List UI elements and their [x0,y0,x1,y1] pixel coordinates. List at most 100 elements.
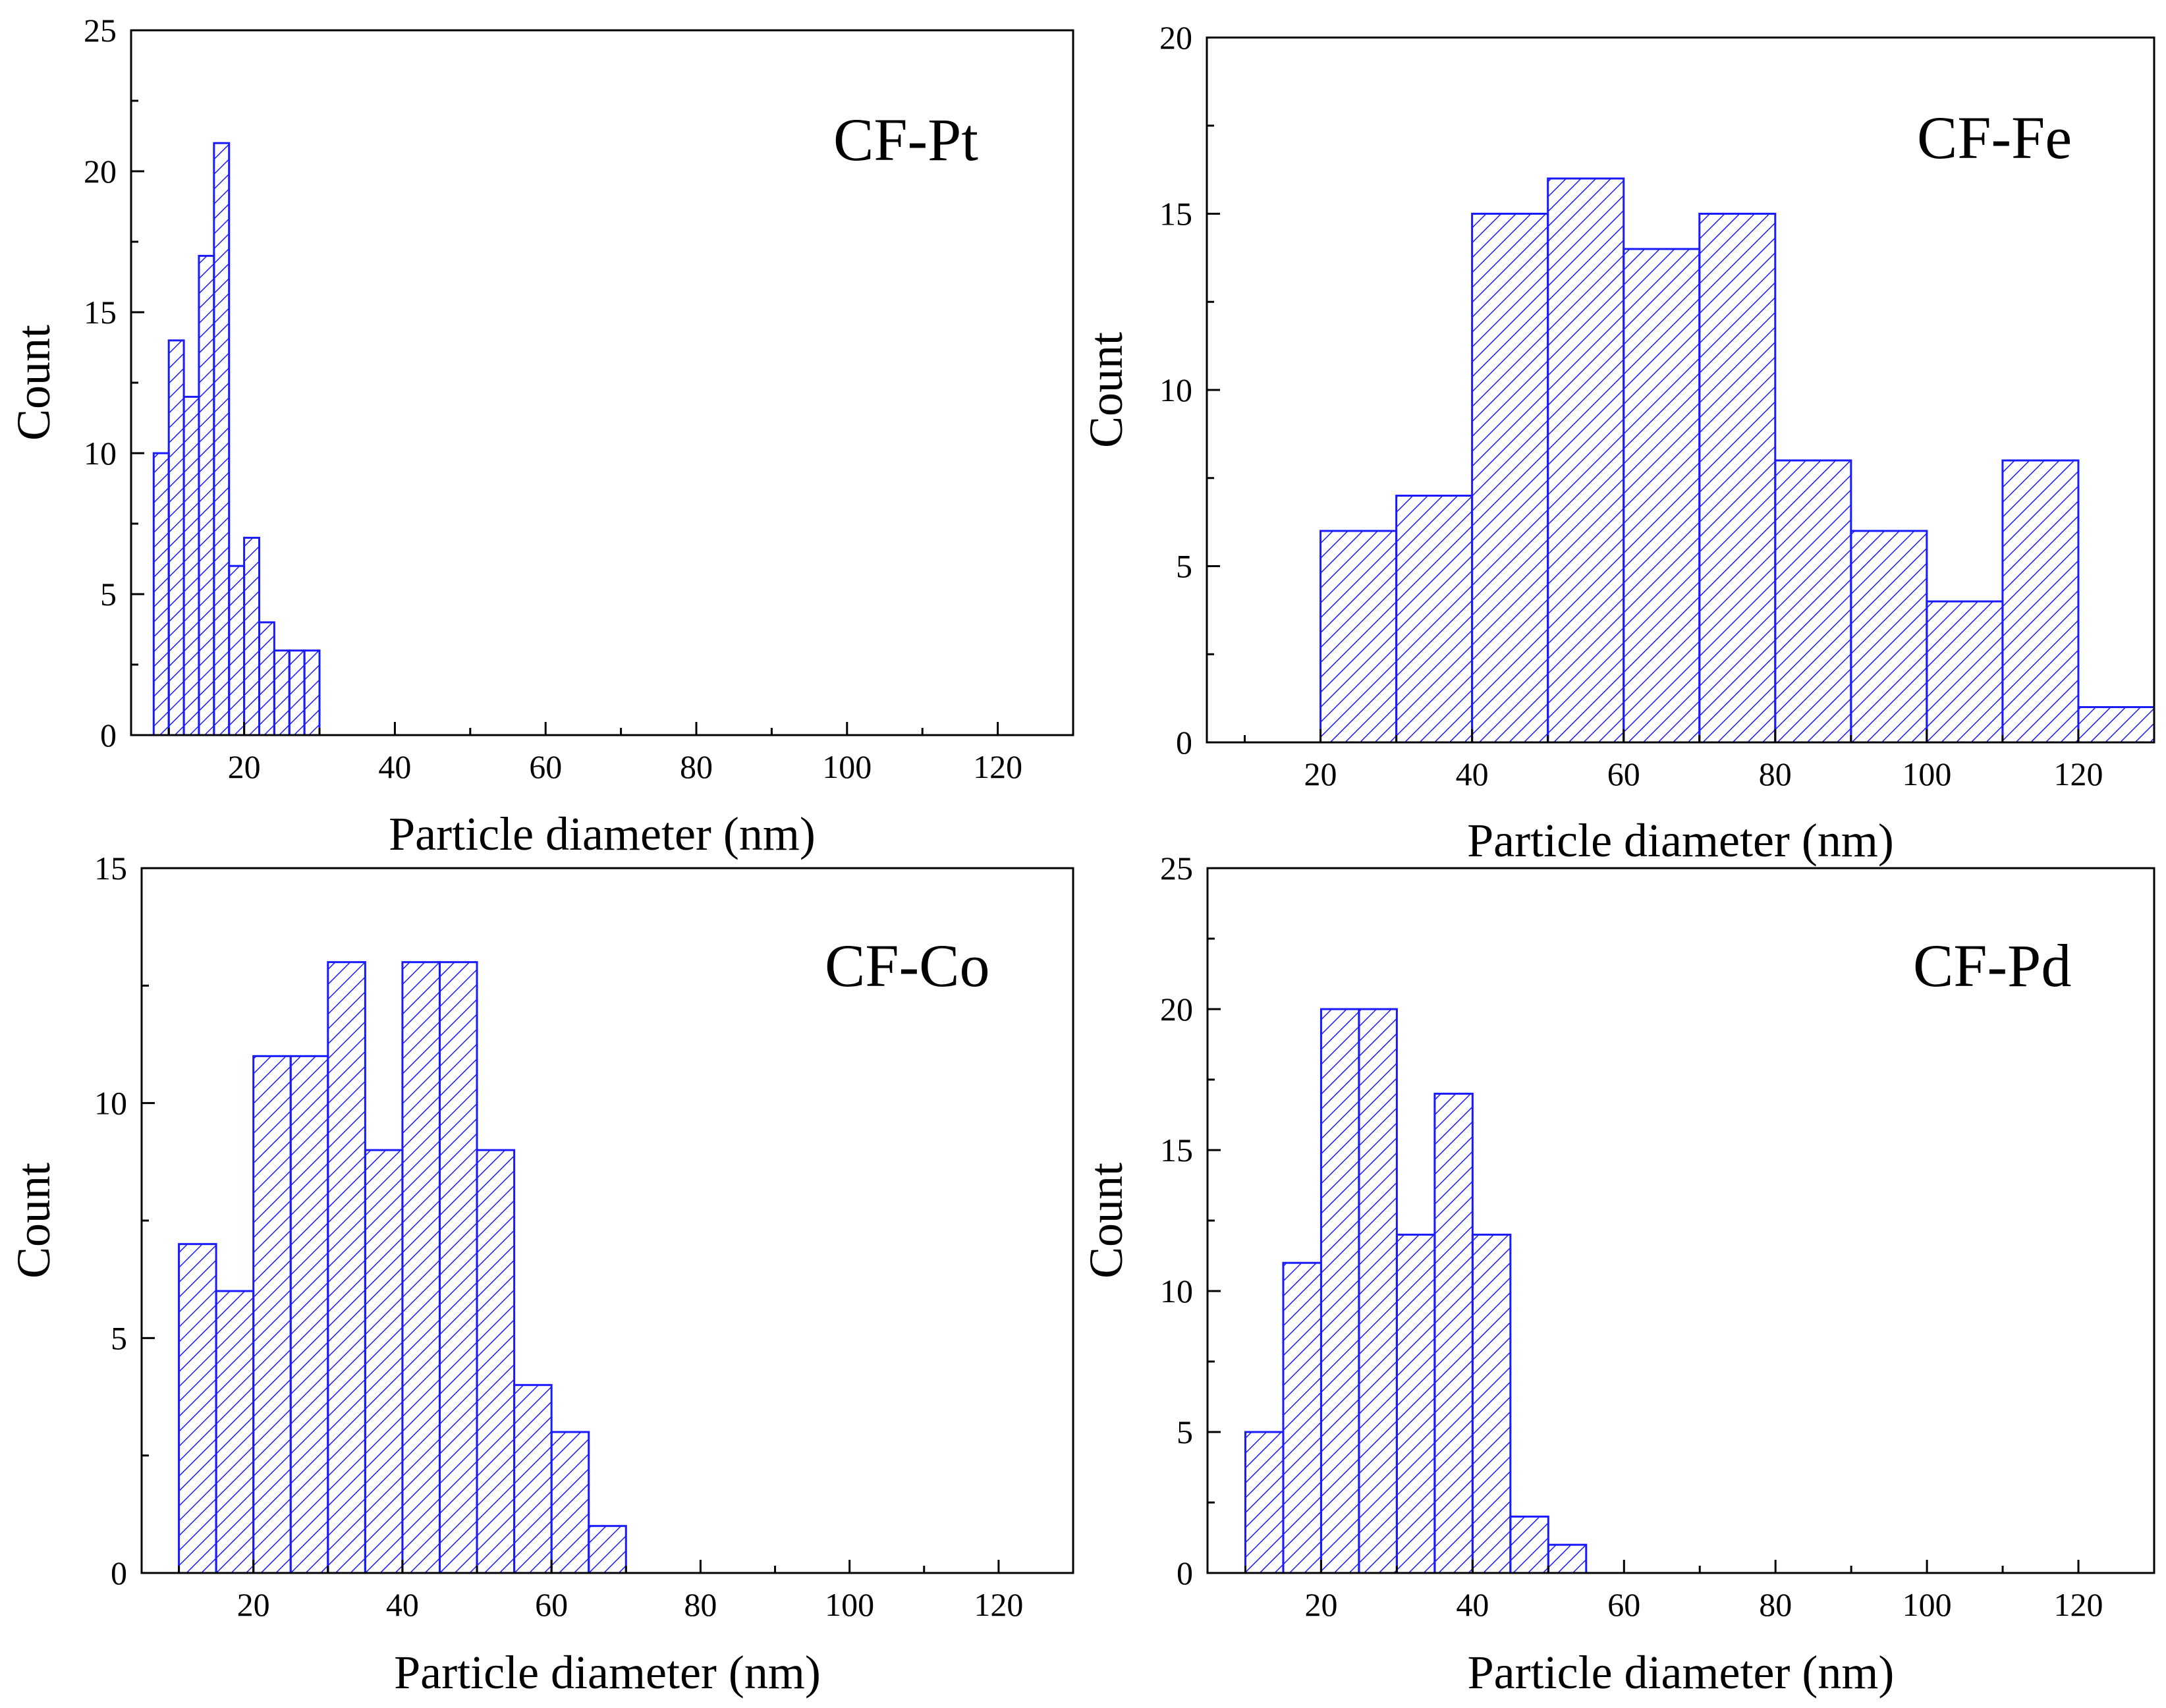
y-tick-label: 0 [100,717,117,754]
x-tick-label: 120 [2054,1586,2103,1623]
x-tick-label: 20 [228,748,261,785]
x-tick-label: 20 [237,1586,270,1623]
x-tick-label: 80 [1759,756,1792,792]
histogram-bar [182,395,200,736]
y-tick-label: 25 [84,12,117,49]
x-tick-label: 80 [1759,1586,1792,1623]
bar-group [1319,177,2155,744]
x-tick-label: 40 [378,748,411,785]
y-tick-label: 5 [111,1319,127,1356]
panel-title: CF-Pt [833,106,978,173]
x-tick-label: 80 [684,1586,717,1623]
histogram-bar [1433,1092,1474,1574]
histogram-bar [588,1525,627,1574]
x-tick-label: 40 [386,1586,419,1623]
panel-title: CF-Co [825,932,990,999]
x-tick-label: 100 [1902,1586,1952,1623]
histogram-bar [1926,600,2004,744]
chart-panel-cf-pd: 20 40 60 80 100 120 0 5 10 15 20 25 CF-Pd Particle … [1080,850,2155,1699]
histogram-bar [438,961,478,1574]
histogram-bar [258,621,275,736]
y-tick-label: 5 [1177,1414,1193,1450]
y-tick-label: 0 [111,1555,127,1591]
histogram-bar [1319,1008,1360,1574]
x-tick-label: 100 [1902,756,1951,792]
x-tick-label: 80 [680,748,713,785]
tick-group: 20 40 60 80 100 120 0 5 10 15 20 25 [84,12,1022,785]
y-tick-label: 5 [1176,548,1192,585]
y-tick-label: 20 [1160,991,1193,1028]
chart-panel-cf-fe: 20 40 60 80 100 120 0 5 10 15 20 CF-Fe Particle di… [1080,19,2155,867]
y-tick-label: 10 [1159,372,1192,408]
histogram-bar [1244,1431,1285,1574]
histogram-bar [152,452,170,736]
histogram-bar [1547,1543,1588,1574]
histogram-bar [215,1290,255,1574]
histogram-bar [1623,248,1701,744]
histogram-bar [327,961,366,1574]
histogram-bar [289,1055,329,1574]
y-axis-title: Count [1080,332,1132,448]
histogram-bar [303,649,321,736]
histogram-bar [273,649,291,736]
histogram-bar [2001,459,2080,744]
y-tick-label: 10 [1160,1273,1193,1309]
x-tick-label: 120 [974,1586,1023,1623]
histogram-bar [178,1243,217,1574]
histogram-bar [1395,495,1474,744]
y-tick-label: 0 [1177,1555,1193,1591]
histogram-bar [476,1149,516,1574]
x-tick-label: 100 [822,748,872,785]
histogram-bar [1774,459,1852,744]
y-tick-label: 0 [1176,724,1192,761]
histogram-bar [1471,213,1549,744]
y-tick-label: 25 [1160,850,1193,887]
y-axis-title: Count [7,325,60,441]
histogram-bar [228,565,246,736]
histogram-bar [1395,1233,1436,1574]
x-tick-label: 40 [1456,1586,1489,1623]
histogram-bar [550,1431,590,1574]
y-tick-label: 15 [1160,1132,1193,1169]
histogram-bar [167,339,185,736]
bar-group [152,142,321,736]
x-axis-title: Particle diameter (nm) [1468,1646,1895,1699]
y-tick-label: 15 [84,294,117,331]
histogram-bar [364,1149,404,1574]
x-tick-label: 60 [529,748,562,785]
histogram-bar [401,961,441,1574]
tick-group: 20 40 60 80 100 120 0 5 10 15 [94,850,1023,1623]
x-axis-title: Particle diameter (nm) [1467,814,1894,867]
bar-group [178,961,627,1574]
chart-panel-cf-co: 20 40 60 80 100 120 0 5 10 15 CF-Co Particle diam… [7,850,1074,1699]
histogram-bar [213,142,231,736]
x-tick-label: 60 [1607,1586,1640,1623]
histogram-bar [1698,213,1777,744]
histogram-bar [2077,706,2155,744]
histogram-bar [252,1055,292,1574]
y-tick-label: 20 [84,153,117,190]
histogram-bar [1547,177,1625,744]
y-tick-label: 5 [100,576,117,613]
x-tick-label: 60 [1607,756,1640,792]
tick-group: 20 40 60 80 100 120 0 5 10 15 20 25 [1160,850,2103,1623]
x-tick-label: 20 [1304,756,1337,792]
x-tick-label: 100 [825,1586,874,1623]
y-tick-label: 10 [84,435,117,472]
histogram-bar [288,649,306,736]
histogram-bar [513,1384,553,1574]
bar-group [1244,1008,1588,1574]
x-tick-label: 120 [973,748,1022,785]
histogram-bar [1471,1233,1512,1574]
x-tick-label: 20 [1304,1586,1337,1623]
y-tick-label: 10 [94,1085,127,1122]
histogram-bar [1850,530,1928,744]
x-axis-title: Particle diameter (nm) [389,808,816,860]
histogram-bar [1509,1515,1549,1574]
histogram-bar [1358,1008,1398,1574]
x-tick-label: 40 [1456,756,1489,792]
y-tick-label: 15 [94,850,127,887]
y-tick-label: 15 [1159,196,1192,233]
panel-title: CF-Pd [1913,932,2071,999]
